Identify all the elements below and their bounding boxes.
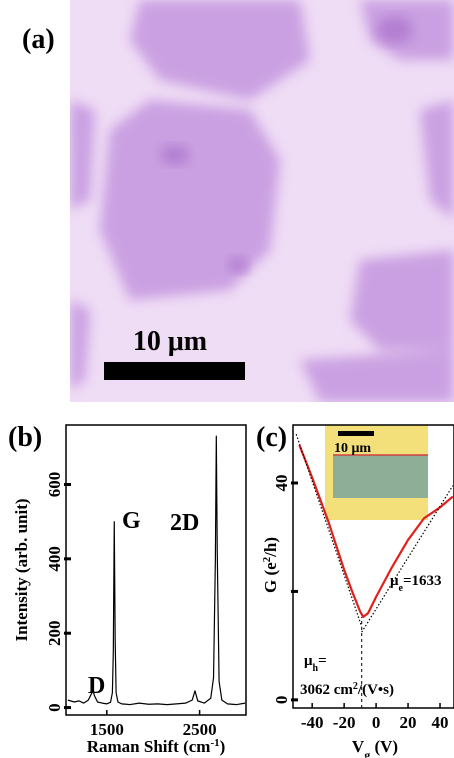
- y-tick-label: 400: [45, 546, 64, 572]
- x-tick-label: 0: [372, 713, 381, 732]
- x-tick-label: -40: [301, 713, 324, 732]
- label-part: /(V•s): [357, 682, 394, 698]
- annotation: 3062 cm2/(V•s): [300, 681, 394, 699]
- panel-label: (c): [256, 422, 287, 453]
- y-tick-label: 600: [45, 472, 64, 498]
- inset-scale-label: 10 μm: [334, 441, 371, 456]
- scale-bar: [104, 362, 245, 380]
- label-part: =1633: [403, 573, 442, 589]
- x-tick-label: 40: [432, 713, 449, 732]
- raman-panel: (b) Intensity (arb. unit) Raman Shift (c…: [8, 422, 246, 756]
- annotation: G: [122, 508, 141, 534]
- x-tick-label: 20: [400, 713, 417, 732]
- label-part: Raman Shift (cm: [87, 737, 211, 756]
- x-axis-label: Raman Shift (cm-1): [87, 737, 226, 756]
- y-axis-label: Intensity (arb. unit): [12, 498, 31, 641]
- annotation: μh=: [304, 653, 327, 674]
- label-part: /h): [261, 537, 280, 558]
- annotation: 2D: [170, 510, 199, 536]
- label-part: ): [220, 737, 226, 756]
- micrograph: [70, 0, 454, 402]
- y-tick-label: 40: [272, 475, 291, 492]
- label-part: =: [318, 653, 327, 669]
- x-axis-label: Vg (V): [352, 737, 398, 758]
- data-line: [68, 436, 245, 704]
- label-part: 3062 cm: [300, 682, 353, 698]
- label-part: (V): [370, 737, 398, 756]
- label-part: G (e: [261, 562, 280, 593]
- y-tick-label: 0: [45, 703, 64, 712]
- annotation: μe=1633: [390, 573, 442, 594]
- y-tick-label: 0: [272, 696, 291, 705]
- scale-bar-label: 10 μm: [133, 326, 207, 357]
- figure: 10 μm (a) (b) Intensity (arb. unit) Rama…: [0, 0, 454, 758]
- y-tick-label: 200: [45, 620, 64, 646]
- inset-image: 10 μm: [325, 425, 428, 520]
- x-tick-label: 2500: [183, 720, 217, 739]
- x-tick-label: -20: [333, 713, 356, 732]
- panel-label: (b): [8, 422, 42, 453]
- panel-label: (a): [22, 24, 55, 55]
- y-axis-label: G (e2/h): [261, 537, 280, 593]
- x-tick-label: 1500: [90, 720, 124, 739]
- label-part: V: [352, 737, 365, 756]
- transport-panel: (c) G (e2/h) Vg (V) μe=1633 μh= 3062 cm2…: [256, 422, 454, 758]
